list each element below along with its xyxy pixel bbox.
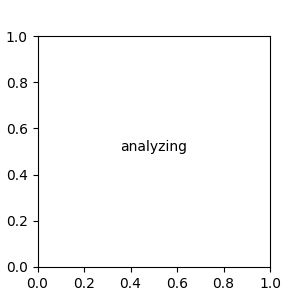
Text: analyzing: analyzing: [120, 140, 187, 154]
